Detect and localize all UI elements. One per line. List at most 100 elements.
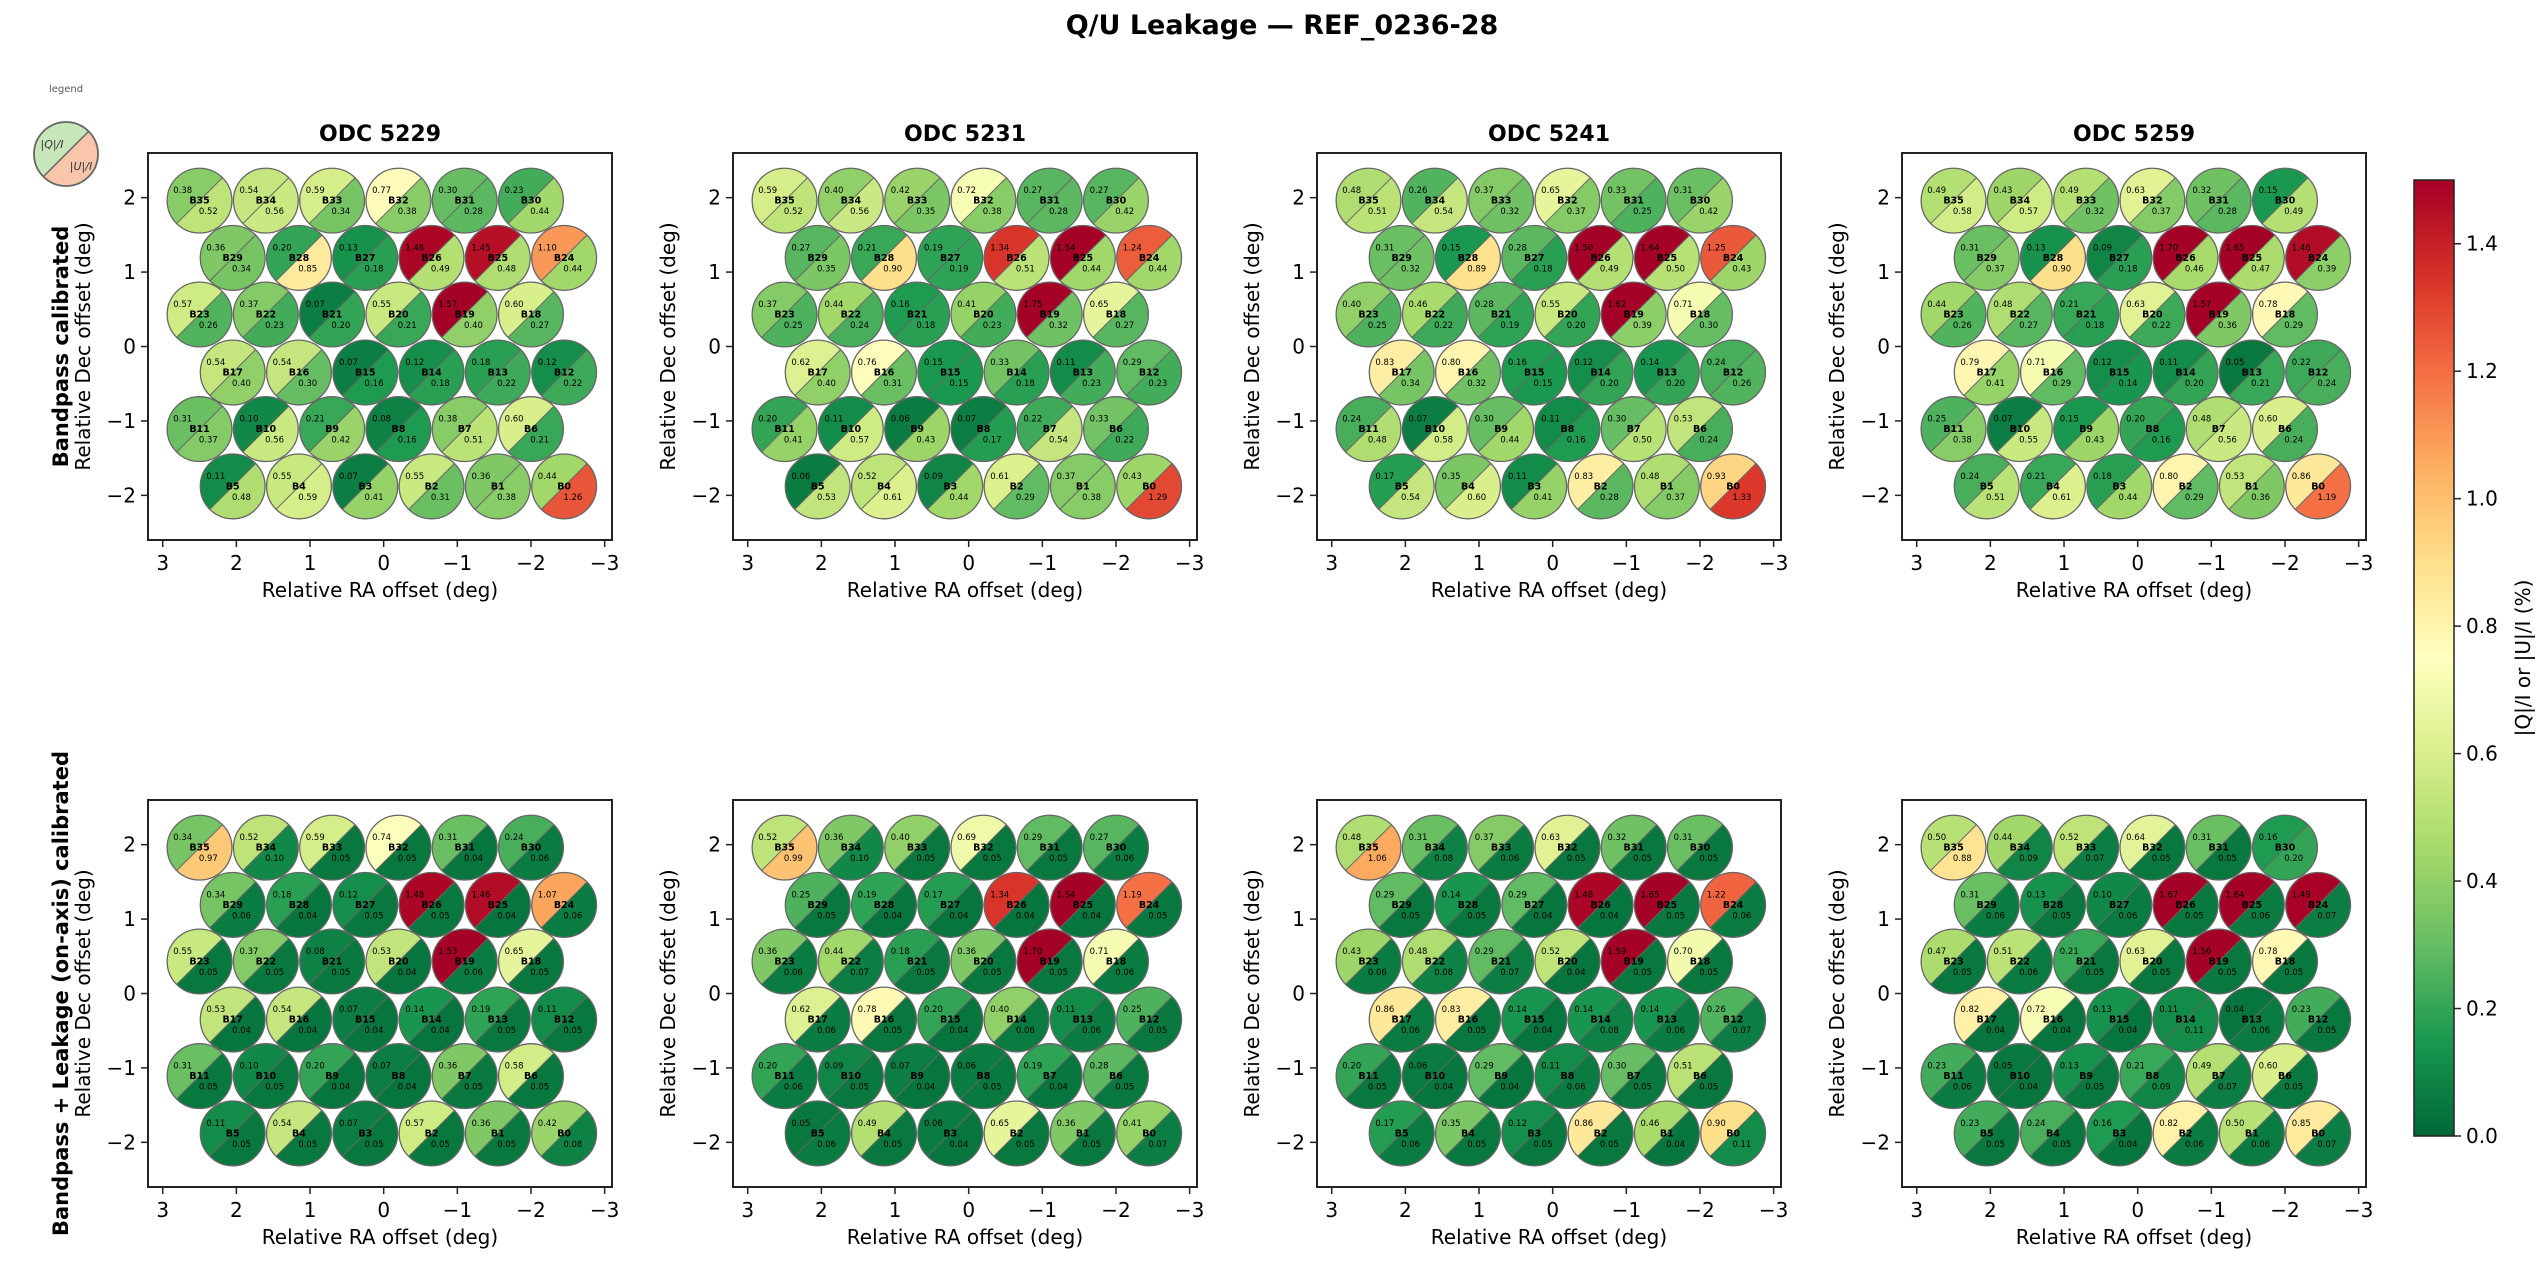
beam-q-value: 1.64 (2226, 890, 2245, 900)
beam-name: B12 (1723, 1015, 1743, 1026)
beam-u-half (441, 291, 498, 347)
beam-u-half (1411, 177, 1468, 234)
beam-name: B9 (325, 1071, 339, 1082)
beam-q-half (2020, 454, 2076, 510)
beam-u-half (2129, 406, 2185, 462)
colorbar-tick-label: 1.0 (2466, 487, 2498, 511)
beam-u-half (1610, 938, 1667, 994)
beam-q-value: 0.31 (1674, 833, 1693, 843)
beam-name: B19 (1039, 956, 1059, 967)
colorbar: 0.00.20.40.60.81.01.21.4|Q|/I or |U|/I (… (2413, 179, 2535, 1148)
beam-u-half (1411, 1053, 1468, 1109)
beam-u-half (1511, 463, 1567, 519)
beam-divider (1026, 938, 1073, 985)
beam-u-value: 0.05 (2284, 1083, 2303, 1093)
beam-q-value: 0.20 (1342, 1062, 1361, 1072)
beam-divider (408, 349, 455, 396)
beam-q-value: 1.56 (2192, 947, 2211, 957)
beam-outline (1700, 871, 1767, 938)
beam-u-half (1478, 177, 1534, 234)
beam-q-value: 1.57 (2192, 300, 2211, 310)
beam-divider (1511, 1110, 1558, 1157)
beam-divider (408, 996, 455, 1043)
beam-u-value: 0.24 (850, 321, 869, 331)
beam-u-value: 0.51 (464, 436, 483, 446)
beam-u-value: 0.90 (883, 265, 902, 275)
beam-name: B10 (256, 1071, 277, 1082)
beam-q-value: 0.07 (339, 472, 358, 482)
beam-q-half (1987, 815, 2043, 871)
beam-u-value: 0.16 (365, 379, 384, 389)
beam-q-half (1700, 872, 1757, 928)
beam-u-half (1478, 291, 1534, 347)
beam-outline (1567, 339, 1634, 406)
beam-q-half (752, 168, 808, 224)
beam-u-value: 0.22 (563, 379, 582, 389)
beam-name: B2 (1594, 1128, 1608, 1139)
beam-u-value: 0.16 (1567, 436, 1586, 446)
beam-name: B8 (1560, 424, 1574, 435)
beam-outline (1082, 814, 1150, 881)
beam-q-value: 0.26 (1707, 1005, 1726, 1015)
beam-outline (464, 224, 531, 291)
beam-q-value: 0.07 (1409, 415, 1428, 425)
beam-u-value: 0.04 (2119, 1140, 2138, 1150)
beam-q-value: 0.30 (438, 186, 457, 196)
beam-name: B22 (2010, 309, 2030, 320)
beam-u-half (276, 1110, 332, 1166)
beam-divider (474, 996, 522, 1043)
beam-q-half (1921, 815, 1977, 871)
beam-q-half (233, 815, 289, 871)
colorbar-tick-label: 0.6 (2466, 742, 2498, 766)
beam-outline (1567, 871, 1634, 938)
beam-divider (242, 1052, 290, 1100)
beam-outline (1049, 453, 1116, 520)
beam-outline (1049, 986, 1116, 1053)
beam-name: B35 (1943, 196, 1963, 207)
beam-outline (365, 928, 432, 995)
beam-outline (398, 224, 465, 291)
y-axis-label: Relative Dec offset (deg) (71, 222, 95, 470)
beam-u-value: 0.05 (2218, 854, 2237, 864)
beam-name: B30 (1106, 843, 1127, 854)
beam-u-half (993, 349, 1049, 405)
beam-divider (860, 463, 908, 510)
y-tick-label: 2 (1292, 833, 1305, 857)
beam-u-half (441, 824, 498, 881)
beam-divider (1378, 881, 1425, 929)
beam-outline (1335, 167, 1402, 234)
beam-outline (1082, 396, 1150, 463)
beam-name: B28 (2043, 900, 2064, 911)
beam-u-half (1677, 1053, 1733, 1109)
beam-name: B5 (226, 1128, 240, 1139)
beam-divider (1544, 177, 1591, 224)
beam-u-half (176, 406, 232, 462)
beam-q-value: 0.37 (1057, 472, 1076, 482)
beam-u-half (2096, 1110, 2152, 1166)
beam-q-half (498, 929, 554, 985)
beam-divider (342, 234, 389, 282)
y-tick-label: −2 (692, 483, 721, 507)
beam-divider (2096, 234, 2143, 282)
beam-q-value: 0.21 (2126, 1062, 2145, 1072)
y-tick-label: −1 (692, 409, 721, 433)
beam-q-half (2252, 168, 2308, 224)
beam-divider (2062, 938, 2110, 985)
beam-q-value: 0.07 (339, 358, 358, 368)
beam-u-value: 0.05 (983, 1083, 1002, 1093)
beam-q-half (1667, 168, 1723, 224)
beam-q-half (432, 396, 488, 453)
y-tick-label: −2 (107, 483, 136, 507)
beam-outline (464, 453, 531, 520)
beam-divider (540, 463, 588, 510)
beam-outline (784, 871, 851, 938)
beam-u-half (1445, 996, 1501, 1052)
